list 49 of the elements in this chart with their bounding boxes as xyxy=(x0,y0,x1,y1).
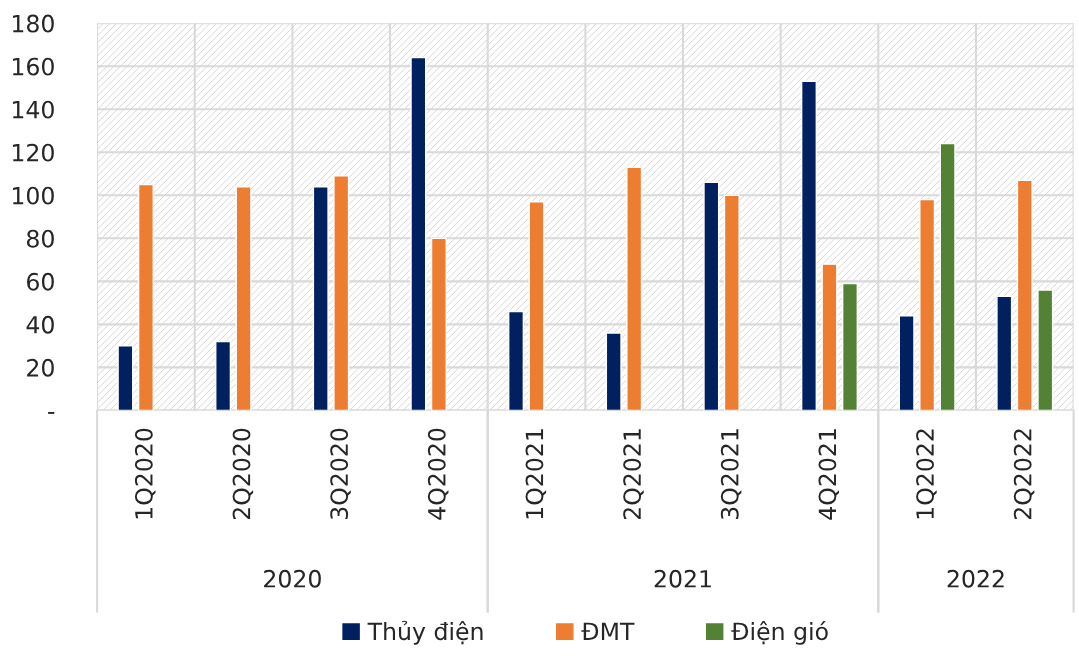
bar xyxy=(919,198,936,411)
bar xyxy=(723,194,740,411)
y-tick-label: 20 xyxy=(27,358,54,377)
bar xyxy=(430,237,447,411)
legend-label: Thủy điện xyxy=(367,620,483,645)
bar xyxy=(137,183,154,411)
bar xyxy=(703,181,720,411)
y-tick-label: 120 xyxy=(12,143,54,162)
bar xyxy=(939,142,956,411)
y-tick-label: 60 xyxy=(27,272,54,291)
y-tick-label: 160 xyxy=(12,57,54,76)
bar xyxy=(1016,179,1033,411)
bar xyxy=(312,185,329,411)
bar xyxy=(410,56,427,411)
legend-label: ĐMT xyxy=(581,622,635,640)
x-tick-label: 2Q2022 xyxy=(1013,429,1035,520)
bar xyxy=(996,295,1013,411)
bar xyxy=(800,80,817,411)
bar xyxy=(626,166,643,411)
bar xyxy=(215,340,232,411)
x-tick-label: 1Q2020 xyxy=(134,428,156,519)
y-tick-label: 140 xyxy=(12,100,54,119)
bar xyxy=(821,263,838,411)
y-tick-label: 180 xyxy=(12,14,54,33)
x-tick-label: 4Q2020 xyxy=(427,428,449,520)
x-tick-label: 3Q2021 xyxy=(720,429,742,520)
x-tick-label: 1Q2021 xyxy=(525,429,547,519)
bar xyxy=(605,332,622,411)
x-tick-label: 4Q2021 xyxy=(818,429,840,520)
bar xyxy=(528,201,545,411)
y-tick-label: 40 xyxy=(26,315,54,334)
bar xyxy=(117,345,134,411)
x-tick-label: 3Q2020 xyxy=(330,428,351,520)
y-tick-label: 80 xyxy=(27,229,54,248)
x-tick-label: 2Q2020 xyxy=(232,428,254,520)
bar xyxy=(235,185,252,411)
bar xyxy=(1037,289,1054,411)
bar xyxy=(333,175,350,411)
bar xyxy=(898,315,915,411)
text: 2020 xyxy=(264,569,321,588)
text: 2021 xyxy=(654,569,711,588)
text: 2022 xyxy=(947,569,1004,588)
legend-label: Điện gió xyxy=(731,620,828,645)
bar xyxy=(508,310,525,411)
y-tick-label: - xyxy=(48,412,55,414)
y-tick-label: 100 xyxy=(12,186,54,205)
x-tick-label: 1Q2022 xyxy=(916,429,937,519)
bar xyxy=(841,282,859,411)
x-tick-label: 2Q2021 xyxy=(623,429,644,520)
